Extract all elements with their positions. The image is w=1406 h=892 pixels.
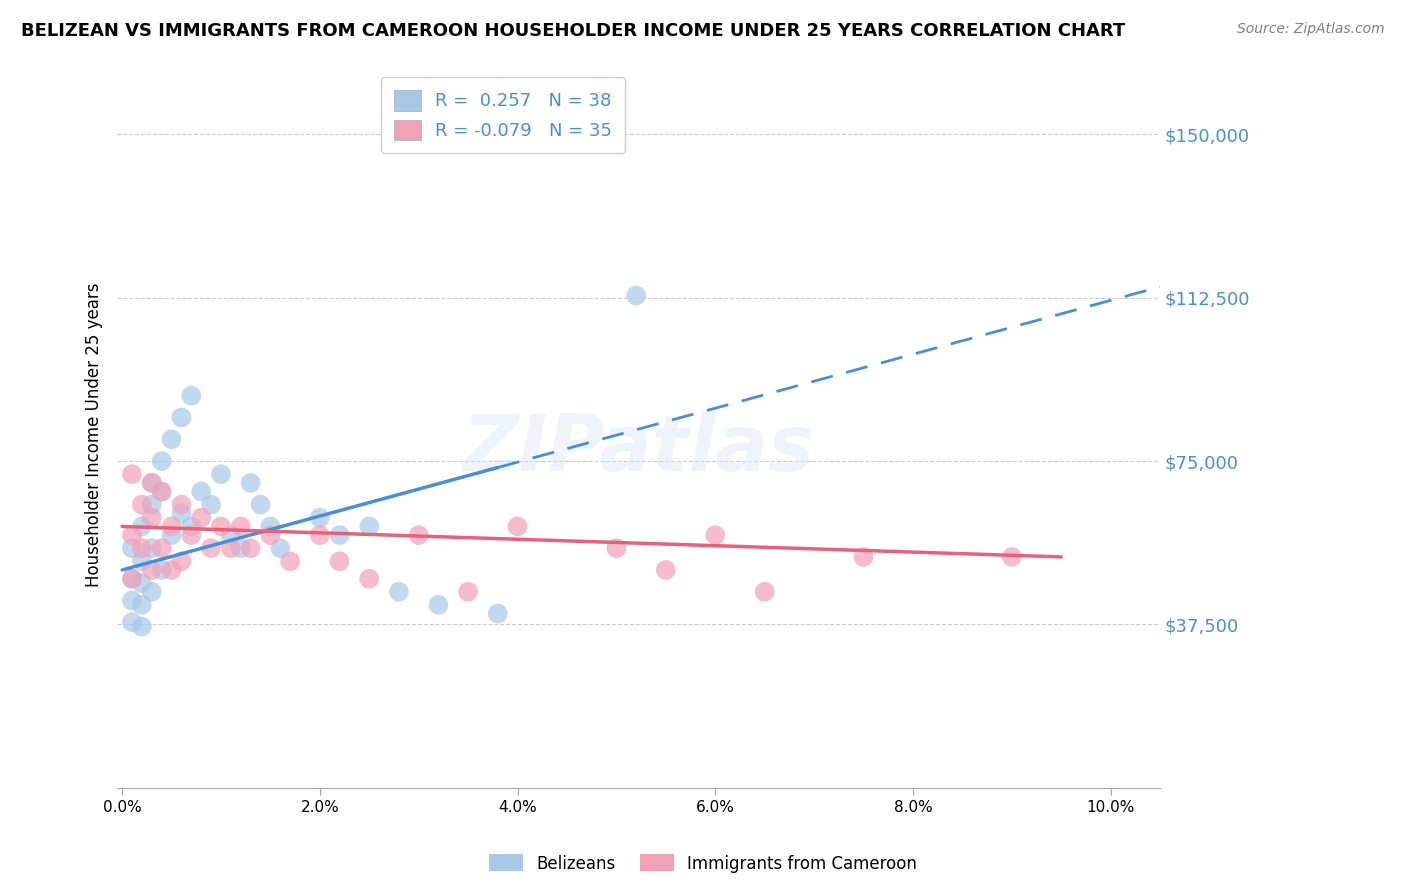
- Point: [308, 510, 330, 524]
- Point: [190, 484, 212, 499]
- Point: [141, 498, 163, 512]
- Point: [329, 528, 352, 542]
- Point: [170, 498, 193, 512]
- Point: [170, 410, 193, 425]
- Point: [160, 563, 183, 577]
- Point: [852, 549, 875, 564]
- Point: [160, 519, 183, 533]
- Point: [170, 554, 193, 568]
- Point: [180, 519, 202, 533]
- Point: [239, 541, 262, 556]
- Point: [1001, 549, 1024, 564]
- Point: [249, 498, 271, 512]
- Point: [150, 454, 173, 468]
- Point: [150, 541, 173, 556]
- Point: [141, 475, 163, 490]
- Point: [605, 541, 627, 556]
- Point: [141, 563, 163, 577]
- Point: [200, 498, 222, 512]
- Point: [506, 519, 529, 533]
- Point: [219, 541, 242, 556]
- Point: [269, 541, 291, 556]
- Point: [141, 584, 163, 599]
- Point: [180, 528, 202, 542]
- Point: [359, 519, 381, 533]
- Point: [141, 541, 163, 556]
- Point: [408, 528, 430, 542]
- Point: [160, 528, 183, 542]
- Point: [229, 541, 252, 556]
- Point: [200, 541, 222, 556]
- Point: [239, 475, 262, 490]
- Text: ZIPatlas: ZIPatlas: [463, 411, 814, 487]
- Point: [754, 584, 776, 599]
- Text: BELIZEAN VS IMMIGRANTS FROM CAMEROON HOUSEHOLDER INCOME UNDER 25 YEARS CORRELATI: BELIZEAN VS IMMIGRANTS FROM CAMEROON HOU…: [21, 22, 1125, 40]
- Point: [131, 576, 153, 591]
- Point: [359, 572, 381, 586]
- Legend: R =  0.257   N = 38, R = -0.079   N = 35: R = 0.257 N = 38, R = -0.079 N = 35: [381, 77, 624, 153]
- Point: [655, 563, 678, 577]
- Legend: Belizeans, Immigrants from Cameroon: Belizeans, Immigrants from Cameroon: [482, 847, 924, 880]
- Y-axis label: Householder Income Under 25 years: Householder Income Under 25 years: [86, 283, 103, 587]
- Point: [624, 288, 647, 302]
- Point: [180, 389, 202, 403]
- Point: [121, 541, 143, 556]
- Point: [141, 475, 163, 490]
- Point: [150, 484, 173, 499]
- Point: [219, 528, 242, 542]
- Point: [259, 519, 281, 533]
- Point: [131, 519, 153, 533]
- Point: [190, 510, 212, 524]
- Point: [131, 619, 153, 633]
- Point: [121, 572, 143, 586]
- Point: [388, 584, 411, 599]
- Point: [131, 598, 153, 612]
- Point: [121, 593, 143, 607]
- Point: [209, 467, 232, 482]
- Point: [278, 554, 301, 568]
- Point: [457, 584, 479, 599]
- Point: [131, 554, 153, 568]
- Point: [209, 519, 232, 533]
- Point: [131, 541, 153, 556]
- Point: [131, 498, 153, 512]
- Point: [121, 528, 143, 542]
- Point: [259, 528, 281, 542]
- Point: [121, 572, 143, 586]
- Point: [170, 507, 193, 521]
- Point: [160, 432, 183, 446]
- Text: Source: ZipAtlas.com: Source: ZipAtlas.com: [1237, 22, 1385, 37]
- Point: [229, 519, 252, 533]
- Point: [150, 484, 173, 499]
- Point: [704, 528, 727, 542]
- Point: [121, 467, 143, 482]
- Point: [141, 510, 163, 524]
- Point: [427, 598, 450, 612]
- Point: [308, 528, 330, 542]
- Point: [329, 554, 352, 568]
- Point: [486, 607, 509, 621]
- Point: [150, 563, 173, 577]
- Point: [121, 615, 143, 630]
